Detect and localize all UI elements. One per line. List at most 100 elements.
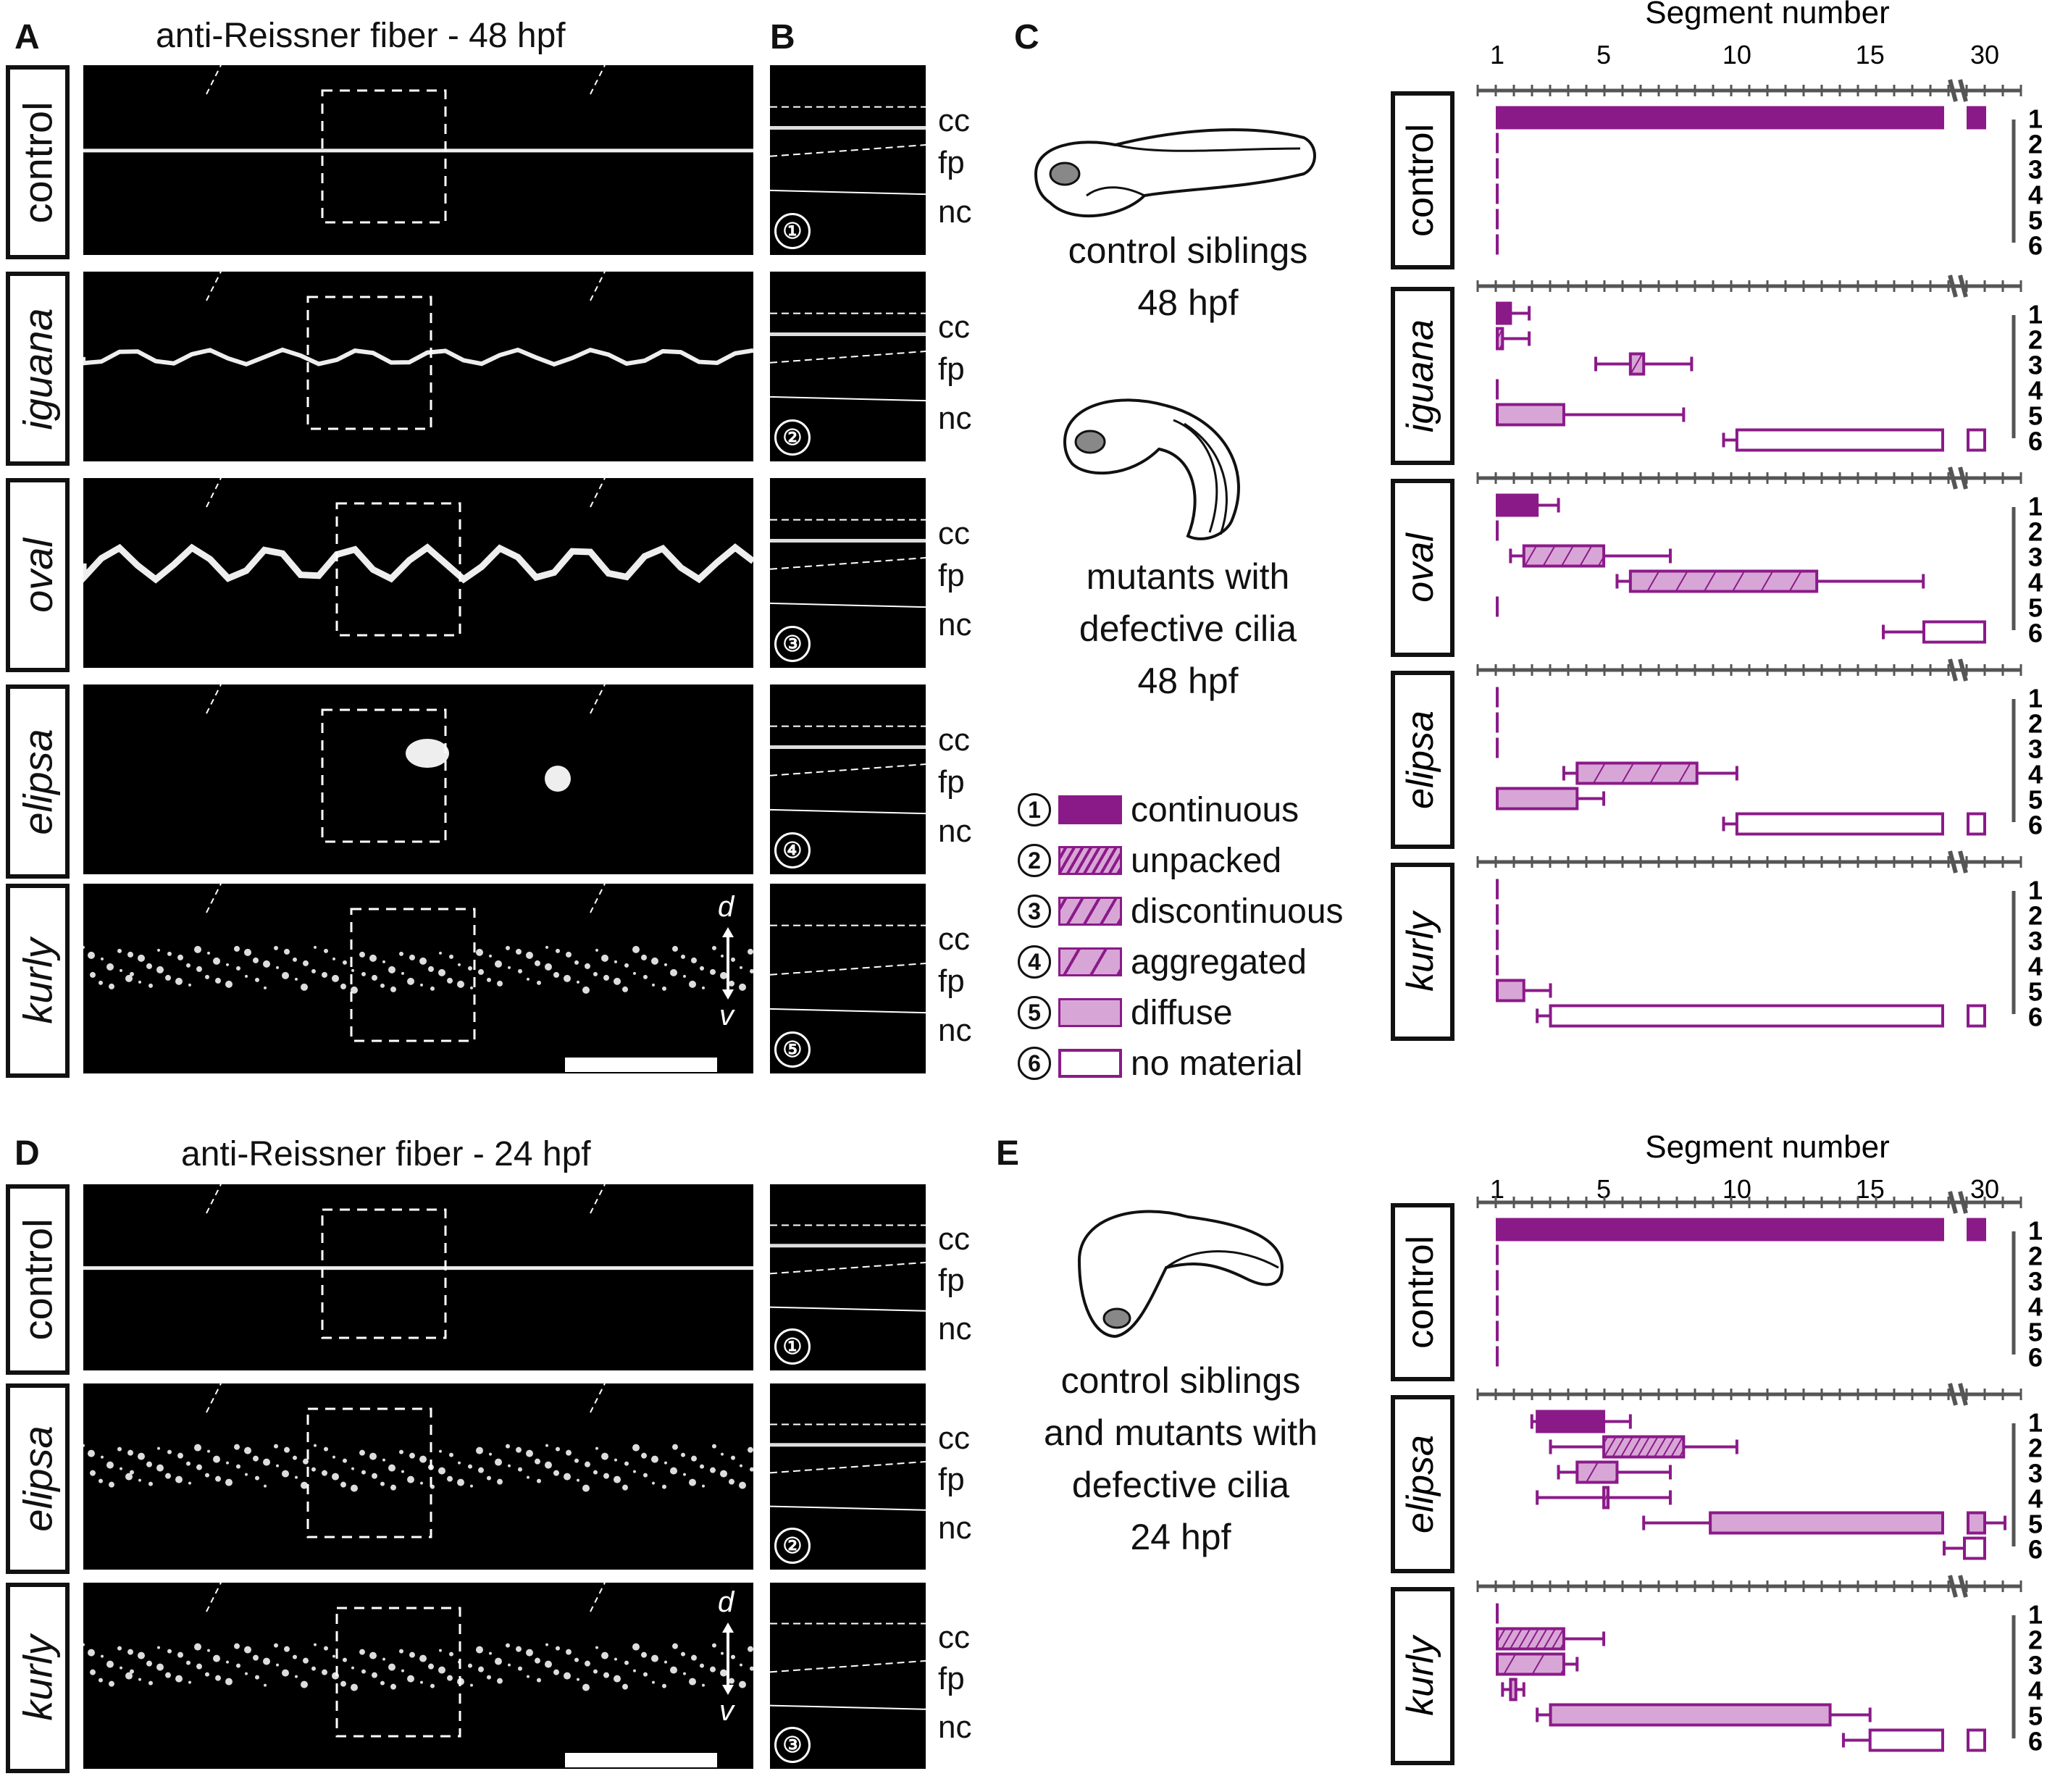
group-label-elipsa: elipsa xyxy=(1399,711,1441,809)
row-number: 6 xyxy=(2028,427,2043,456)
bar-control-2 xyxy=(1496,133,1499,154)
dv-arrow-24: d v xyxy=(718,1586,734,1727)
row-number: 4 xyxy=(2028,376,2043,406)
zoom-label-nc: nc xyxy=(938,607,972,643)
row-label-elipsa-box: elipsa xyxy=(6,684,70,879)
chart-xtick: 15 xyxy=(1856,1174,1885,1204)
zoom-index-control: ① xyxy=(774,1328,811,1365)
bar-elipsa-5 xyxy=(1709,1511,1944,1535)
row-number: 5 xyxy=(2028,206,2043,235)
caption-control-siblings-48: control siblings 48 hpf xyxy=(1068,230,1308,323)
group-label-oval: oval xyxy=(1399,532,1441,603)
zoom-label-nc: nc xyxy=(938,1510,972,1546)
micrograph-elipsa xyxy=(83,1383,753,1570)
panel-letter-d: D xyxy=(14,1134,40,1173)
row-number: 5 xyxy=(2028,1701,2043,1731)
micrograph-elipsa xyxy=(83,684,753,874)
row-label-iguana: iguana xyxy=(14,307,61,430)
bar-oval-2 xyxy=(1496,520,1499,541)
row-number: 2 xyxy=(2028,709,2043,739)
bar-control-2 xyxy=(1496,1244,1499,1265)
bar-kurly-6 xyxy=(1868,1728,1944,1752)
zoom-label-nc: nc xyxy=(938,1013,972,1049)
group-label-box xyxy=(1391,1395,1454,1573)
row-number: 6 xyxy=(2028,619,2043,648)
legend-label: unpacked xyxy=(1131,841,1282,880)
row-number: 3 xyxy=(2028,1459,2043,1489)
chart-xtick: 1 xyxy=(1490,1174,1504,1204)
micrograph-iguana xyxy=(83,272,753,461)
row-number: 2 xyxy=(2028,1242,2043,1271)
legend-item-discontinuous: 3 discontinuous xyxy=(1018,891,1344,931)
bar-elipsa-3 xyxy=(1496,737,1499,758)
chart-xlabel: Segment number xyxy=(1645,0,1890,30)
bar-kurly-4 xyxy=(1496,955,1499,976)
bar-elipsa-1 xyxy=(1496,687,1499,708)
row-number: 5 xyxy=(2028,977,2043,1007)
legend-number: 3 xyxy=(1018,895,1051,928)
bar-control-3 xyxy=(1496,1270,1499,1291)
legend-label: diffuse xyxy=(1131,993,1233,1032)
bar-iguana-3 xyxy=(1628,352,1646,376)
row-label-kurly-box: kurly xyxy=(6,1583,70,1773)
row-number: 2 xyxy=(2028,130,2043,159)
zoom-index-control: ① xyxy=(774,213,811,249)
legend-swatch xyxy=(1058,998,1122,1027)
row-label-control-box: control xyxy=(6,65,70,259)
caption-mutants-48: mutants with defective cilia 48 hpf xyxy=(1079,556,1297,701)
row-number: 2 xyxy=(2028,517,2043,547)
chart-xtick: 15 xyxy=(1856,40,1885,70)
chart-xtick: 10 xyxy=(1722,1174,1751,1204)
legend-label: aggregated xyxy=(1131,942,1307,981)
bar-elipsa-4 xyxy=(1602,1486,1610,1510)
group-label-kurly: kurly xyxy=(1399,910,1441,992)
row-number: 4 xyxy=(2028,568,2043,598)
row-label-control: control xyxy=(14,101,61,224)
bar-elipsa-5-tail xyxy=(1967,1511,1986,1535)
bar-oval-4 xyxy=(1628,569,1819,593)
zoom-label-cc: cc xyxy=(938,921,970,958)
legend-swatch xyxy=(1058,897,1122,926)
row-label-kurly: kurly xyxy=(14,937,61,1024)
zoom-label-fp: fp xyxy=(938,351,965,388)
zoom-label-nc: nc xyxy=(938,813,972,850)
zoom-label-fp: fp xyxy=(938,963,965,1000)
chart-xtick: 10 xyxy=(1722,40,1751,70)
caption-24hpf: control siblings and mutants with defect… xyxy=(1044,1360,1318,1557)
row-number: 3 xyxy=(2028,543,2043,572)
zoom-index-kurly: ③ xyxy=(774,1727,811,1763)
row-label-oval: oval xyxy=(14,537,61,613)
row-number: 1 xyxy=(2028,492,2043,522)
micrograph-oval xyxy=(83,478,753,668)
bar-elipsa-6 xyxy=(1963,1536,1986,1560)
row-number: 3 xyxy=(2028,1267,2043,1297)
title-24hpf: anti-Reissner fiber - 24 hpf xyxy=(181,1135,591,1173)
bar-oval-1 xyxy=(1496,493,1539,517)
row-number: 3 xyxy=(2028,1651,2043,1680)
bar-elipsa-1 xyxy=(1536,1410,1606,1433)
row-number: 5 xyxy=(2028,1318,2043,1347)
row-label-oval-box: oval xyxy=(6,478,70,672)
zoom-label-fp: fp xyxy=(938,1660,965,1696)
group-label-box xyxy=(1391,1203,1454,1381)
bar-kurly-3 xyxy=(1496,1652,1565,1676)
zoom-label-nc: nc xyxy=(938,194,972,230)
zoom-label-fp: fp xyxy=(938,145,965,181)
zoom-label-fp: fp xyxy=(938,1461,965,1497)
dv-arrow-48: d v xyxy=(718,891,734,1031)
row-number: 2 xyxy=(2028,901,2043,931)
bar-iguana-1 xyxy=(1496,301,1512,325)
bar-control-4 xyxy=(1496,1295,1499,1316)
bar-control-3 xyxy=(1496,158,1499,179)
zoom-label-cc: cc xyxy=(938,516,970,552)
zoom-index-elipsa: ② xyxy=(774,1528,811,1564)
title-48hpf: anti-Reissner fiber - 48 hpf xyxy=(156,17,566,55)
row-number: 4 xyxy=(2028,1676,2043,1706)
scale-bar-48 xyxy=(565,1058,717,1072)
row-number: 5 xyxy=(2028,401,2043,431)
legend-number: 6 xyxy=(1018,1047,1051,1080)
legend-swatch xyxy=(1058,947,1122,976)
row-number: 2 xyxy=(2028,325,2043,355)
